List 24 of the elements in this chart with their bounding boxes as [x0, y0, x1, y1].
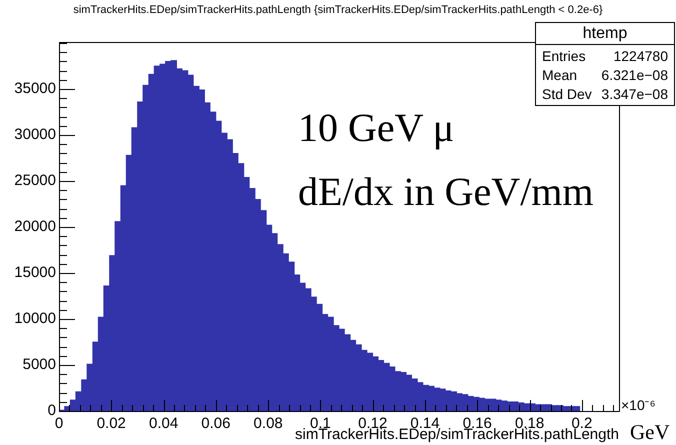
text: htemp	[582, 25, 628, 42]
x-tick-label: 0.08	[254, 415, 283, 432]
annotation: Entries	[542, 48, 586, 64]
x-tick-label: 0.06	[201, 415, 230, 432]
text: ×10⁻⁶	[621, 397, 656, 413]
x-tick-label: 0.04	[148, 415, 178, 432]
text: GeV	[630, 420, 670, 444]
annotation: 6.321e−08	[601, 67, 668, 83]
y-tick-label: 15000	[14, 264, 56, 282]
y-tick-label: 30000	[14, 126, 56, 144]
annotation: Mean	[542, 67, 578, 83]
y-tick-label: 0	[48, 402, 56, 420]
annotation: Std Dev	[542, 86, 592, 102]
annotation: 3.347e−08	[601, 86, 668, 102]
annotation: dE/dx in GeV/mm	[298, 169, 594, 214]
y-tick-label: 20000	[14, 218, 56, 236]
annotation: 1224780	[613, 48, 668, 64]
y-tick-label: 10000	[14, 310, 56, 328]
chart-title: simTrackerHits.EDep/simTrackerHits.pathLength {simTrackerHits.EDep/simTrackerHits.pathLength < 0.2e-6}	[72, 4, 604, 16]
y-tick-label: 5000	[22, 356, 56, 374]
x-tick-label: 0.02	[96, 415, 126, 432]
y-tick-label: 35000	[14, 80, 56, 98]
y-tick-label: 25000	[14, 172, 56, 190]
annotation: 10 GeV μ	[298, 105, 454, 150]
